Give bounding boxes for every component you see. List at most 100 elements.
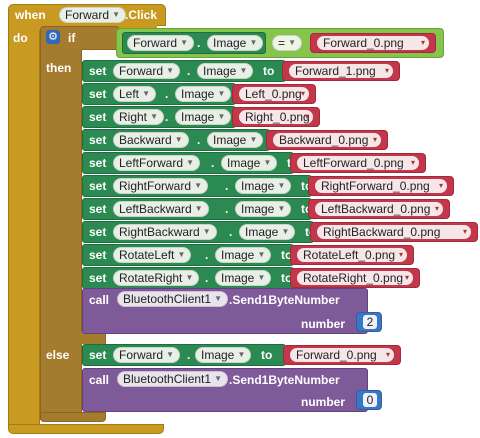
dot-separator: .	[187, 348, 191, 362]
setter-value-block[interactable]: RightBackward_0.png ▾	[310, 222, 478, 242]
condition-property-dropdown[interactable]: Image ▼	[207, 35, 264, 51]
setter-property-dropdown[interactable]: Image ▼	[215, 247, 272, 263]
setter-row[interactable]: set RightBackward▼ . Image▼ to	[82, 221, 316, 243]
setter-property-dropdown[interactable]: Image ▼	[175, 109, 232, 125]
dot-separator: .	[211, 156, 215, 170]
else-setter-value-block[interactable]: Forward_0.png ▾	[283, 345, 401, 365]
setter-property-dropdown[interactable]: Image ▼	[215, 270, 272, 286]
setter-component-dropdown[interactable]: Forward ▼	[113, 63, 181, 79]
chevron-down-icon: ▼	[174, 135, 183, 144]
procedure-call-block[interactable]: call BluetoothClient1 ▼ .Send1ByteNumber …	[82, 288, 368, 334]
setter-row[interactable]: set Forward ▼ . Image ▼ to	[82, 60, 286, 82]
chevron-down-icon: ▾	[410, 158, 415, 167]
setter-component-dropdown[interactable]: LeftForward ▼	[113, 155, 201, 171]
setter-property-dropdown[interactable]: Image ▼	[175, 86, 232, 102]
setter-value-block[interactable]: RotateRight_0.png ▾	[290, 268, 420, 288]
call-keyword: call	[89, 373, 110, 387]
setter-value-block[interactable]: Left_0.png ▾	[232, 84, 316, 104]
setter-component-dropdown[interactable]: RotateRight ▼	[113, 270, 200, 286]
setter-property-dropdown[interactable]: Image ▼	[195, 347, 252, 363]
setter-component-dropdown[interactable]: Right ▼	[113, 109, 165, 125]
text-field[interactable]: LeftForward_0.png ▾	[297, 156, 419, 170]
chevron-down-icon: ▼	[257, 273, 266, 282]
param-label: number	[301, 395, 346, 409]
number-block[interactable]: 0	[356, 390, 382, 410]
setter-value-block[interactable]: RightForward_0.png ▾	[308, 176, 454, 196]
event-block-footer	[8, 424, 164, 434]
setter-property-dropdown[interactable]: Image ▼	[235, 178, 292, 194]
procedure-call-block[interactable]: call BluetoothClient1 ▼ .Send1ByteNumber …	[82, 368, 368, 412]
text-field[interactable]: Left_0.png ▾	[239, 87, 309, 101]
setter-value-block[interactable]: Backward_0.png ▾	[266, 130, 388, 150]
setter-row[interactable]: set RotateRight ▼ . Image ▼ to	[82, 267, 294, 289]
setter-value-block[interactable]: RotateLeft_0.png ▾	[290, 245, 414, 265]
condition-text-block[interactable]: Forward_0.png ▾	[310, 33, 436, 53]
chevron-down-icon: ▼	[166, 66, 175, 75]
number-field[interactable]: 2	[363, 315, 377, 329]
setter-component-dropdown[interactable]: RotateLeft ▼	[113, 247, 192, 263]
setter-component-dropdown[interactable]: Forward ▼	[113, 347, 181, 363]
call-component-dropdown[interactable]: BluetoothClient1 ▼	[117, 291, 229, 307]
number-block[interactable]: 2	[356, 312, 382, 332]
setter-row[interactable]: set Left▼ . Image▼ to	[82, 83, 252, 105]
setter-property-dropdown[interactable]: Image ▼	[221, 155, 278, 171]
setter-component-dropdown[interactable]: RightBackward ▼	[113, 224, 217, 240]
setter-component-dropdown[interactable]: Left ▼	[113, 86, 157, 102]
set-keyword: set	[89, 133, 107, 147]
text-field[interactable]: Forward_1.png ▾	[289, 64, 393, 78]
setter-component-dropdown[interactable]: RightForward ▼	[113, 178, 209, 194]
setter-value-block[interactable]: LeftForward_0.png ▾	[290, 153, 426, 173]
text-field[interactable]: RotateLeft_0.png ▾	[297, 248, 407, 262]
setter-property-dropdown[interactable]: Image ▼	[197, 63, 254, 79]
compare-operator-dropdown[interactable]: = ▼	[272, 35, 303, 51]
to-keyword: to	[281, 248, 293, 262]
setter-property-dropdown[interactable]: Image ▼	[235, 201, 292, 217]
setter-row[interactable]: set Backward▼ . Image▼ to	[82, 129, 284, 151]
set-keyword: set	[89, 348, 107, 362]
text-field[interactable]: Right_0.png ▾	[239, 110, 313, 124]
condition-getter[interactable]: Forward ▼ . Image ▼	[122, 32, 266, 54]
event-block-header[interactable]: when Forward ▼ .Click	[8, 4, 166, 26]
condition-text-field[interactable]: Forward_0.png ▾	[317, 36, 429, 50]
setter-property-dropdown[interactable]: Image ▼	[207, 132, 264, 148]
chevron-down-icon: ▾	[300, 89, 305, 98]
chevron-down-icon: ▼	[150, 112, 159, 121]
text-field[interactable]: RotateRight_0.png ▾	[297, 271, 413, 285]
setter-value-block[interactable]: Right_0.png ▾	[232, 107, 320, 127]
set-keyword: set	[89, 248, 107, 262]
when-keyword: when	[15, 8, 46, 22]
setter-row[interactable]: set RightForward ▼ . Image ▼ to	[82, 175, 312, 197]
param-label: number	[301, 317, 346, 331]
setter-property-dropdown[interactable]: Image ▼	[239, 224, 296, 240]
setter-row[interactable]: set LeftBackward ▼ . Image ▼ to	[82, 198, 312, 220]
setter-component-dropdown[interactable]: Backward ▼	[113, 132, 189, 148]
gear-icon[interactable]: ⚙	[46, 30, 60, 44]
setter-row[interactable]: set LeftForward▼ . Image▼ to	[82, 152, 298, 174]
text-field[interactable]: Backward_0.png ▾	[273, 133, 381, 147]
setter-value-block[interactable]: LeftBackward_0.png ▾	[308, 199, 450, 219]
else-setter-row[interactable]: set Forward ▼ . Image ▼ to	[82, 344, 286, 366]
set-keyword: set	[89, 179, 107, 193]
text-field[interactable]: Forward_0.png ▾	[290, 348, 394, 362]
text-field[interactable]: RightBackward_0.png ▾	[317, 225, 471, 239]
chevron-down-icon: ▼	[214, 294, 223, 303]
chevron-down-icon: ▼	[166, 350, 175, 359]
chevron-down-icon: ▾	[398, 250, 403, 259]
text-field[interactable]: RightForward_0.png ▾	[315, 179, 447, 193]
setter-row[interactable]: set Right▼ . Image▼ to	[82, 106, 252, 128]
call-component-dropdown[interactable]: BluetoothClient1 ▼	[117, 371, 229, 387]
text-field[interactable]: LeftBackward_0.png ▾	[315, 202, 443, 216]
chevron-down-icon: ▼	[177, 250, 186, 259]
to-keyword: to	[261, 348, 273, 362]
setter-component-dropdown[interactable]: LeftBackward ▼	[113, 201, 209, 217]
number-field[interactable]: 0	[363, 393, 377, 407]
event-block-body	[8, 25, 40, 428]
setter-row[interactable]: set RotateLeft ▼ . Image ▼ to	[82, 244, 294, 266]
chevron-down-icon: ▼	[288, 38, 297, 47]
set-keyword: set	[89, 110, 107, 124]
condition-component-dropdown[interactable]: Forward ▼	[127, 35, 195, 51]
event-component-dropdown[interactable]: Forward ▼	[59, 7, 127, 23]
dot-separator: .	[229, 225, 233, 239]
setter-value-block[interactable]: Forward_1.png ▾	[282, 61, 400, 81]
chevron-down-icon: ▼	[249, 135, 258, 144]
